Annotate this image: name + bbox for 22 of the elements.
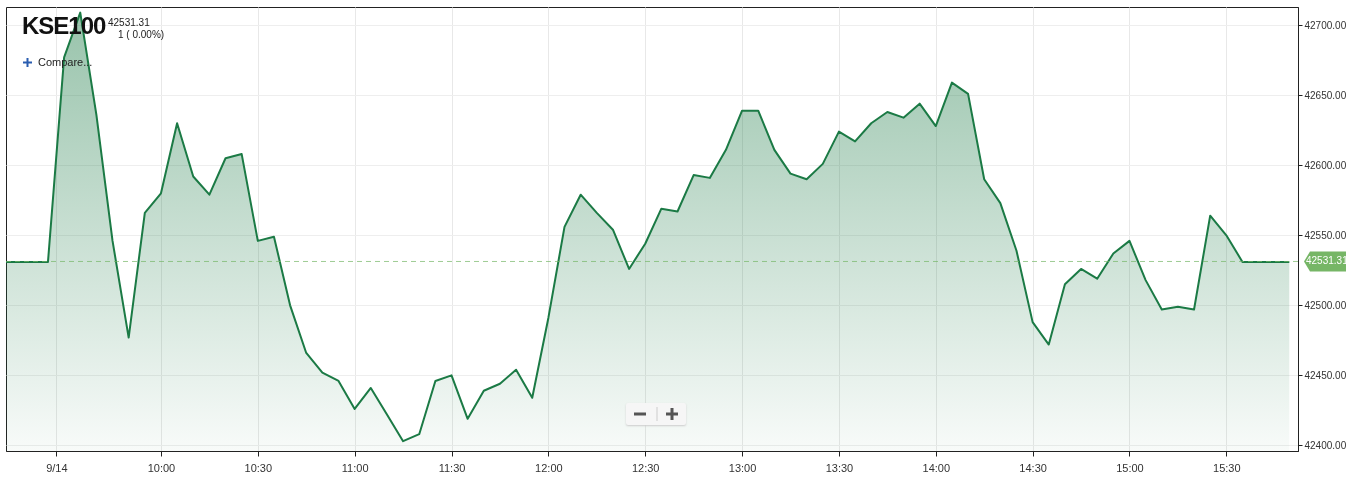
annotation: 42531.31	[108, 17, 150, 28]
x-tick-label: 10:00	[147, 461, 176, 474]
y-tick-label: 42650.00	[1304, 89, 1347, 101]
x-tick-label: 10:30	[244, 461, 273, 474]
x-tick-label: 11:00	[341, 461, 369, 474]
x-tick-label: 15:00	[1116, 461, 1144, 474]
y-tick-label: 42600.00	[1304, 159, 1347, 171]
y-tick-label: 42450.00	[1304, 369, 1347, 381]
annotation: 1 ( 0.00%)	[118, 29, 165, 40]
x-tick-label: 14:00	[922, 461, 951, 474]
x-tick-label: 9/14	[46, 461, 68, 474]
y-tick-label: 42500.00	[1304, 299, 1347, 311]
y-tick-label: 42400.00	[1304, 439, 1347, 451]
y-tick-label: 42550.00	[1304, 229, 1347, 241]
x-tick-label: 11:30	[438, 461, 466, 474]
x-tick-label: 12:00	[535, 461, 563, 474]
x-tick-label: 15:30	[1213, 461, 1241, 474]
x-tick-label: 13:30	[825, 461, 854, 474]
x-tick-label: 14:30	[1019, 461, 1047, 474]
y-tick-label: 42700.00	[1304, 19, 1347, 31]
x-tick-label: 13:00	[728, 461, 757, 474]
x-tick-label: 12:30	[631, 461, 660, 474]
